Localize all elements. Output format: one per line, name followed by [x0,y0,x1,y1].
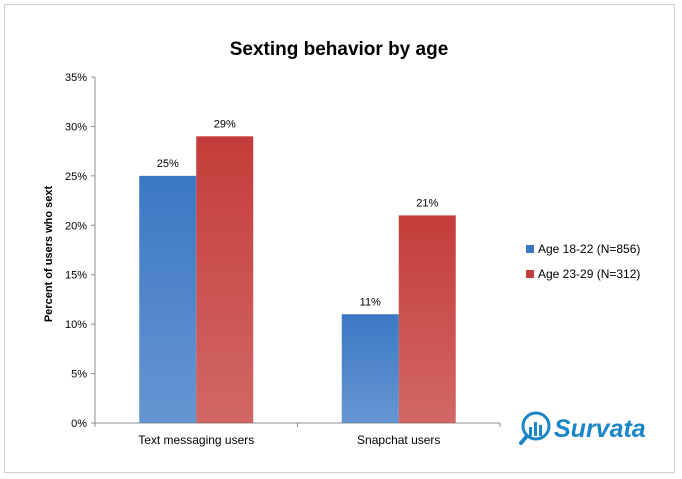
bar-age-23-29 [398,215,456,423]
y-tick-label: 15% [65,270,87,282]
y-tick-label: 35% [65,72,87,84]
chart-canvas: Sexting behavior by age Percent of users… [43,39,646,447]
x-tick-label: Snapchat users [357,433,440,447]
y-tick-label: 30% [65,121,87,133]
y-tick-label: 10% [65,319,87,331]
logo-text: Survata [554,415,646,443]
y-tick-label: 0% [71,418,87,430]
bar-age-23-29 [196,136,254,424]
chart-title: Sexting behavior by age [230,39,449,60]
data-label: 11% [360,296,381,308]
y-tick-label: 5% [71,369,87,381]
x-tick-label: Text messaging users [138,433,254,447]
y-axis-label: Percent of users who sext [43,186,55,323]
data-label: 21% [416,197,438,209]
y-tick-label: 25% [65,171,87,183]
survata-logo: Survata [519,411,646,445]
legend-label: Age 23-29 (N=312) [538,267,640,281]
legend-swatch [526,245,534,253]
bar-age-18-22 [139,175,197,423]
y-tick-label: 20% [65,220,87,232]
legend-label: Age 18-22 (N=856) [538,242,640,256]
data-label: 29% [214,118,236,130]
magnifier-icon [519,411,551,445]
bar-age-18-22 [341,314,399,423]
legend-swatch [526,270,534,278]
legend: Age 18-22 (N=856) Age 23-29 (N=312) [526,242,640,281]
chart-frame: Sexting behavior by age Percent of users… [4,4,675,473]
plot-area: 0% 5% 10% 15% 20% 25% 30% 35% Text messaging use… [65,72,501,447]
data-label: 25% [157,158,179,170]
